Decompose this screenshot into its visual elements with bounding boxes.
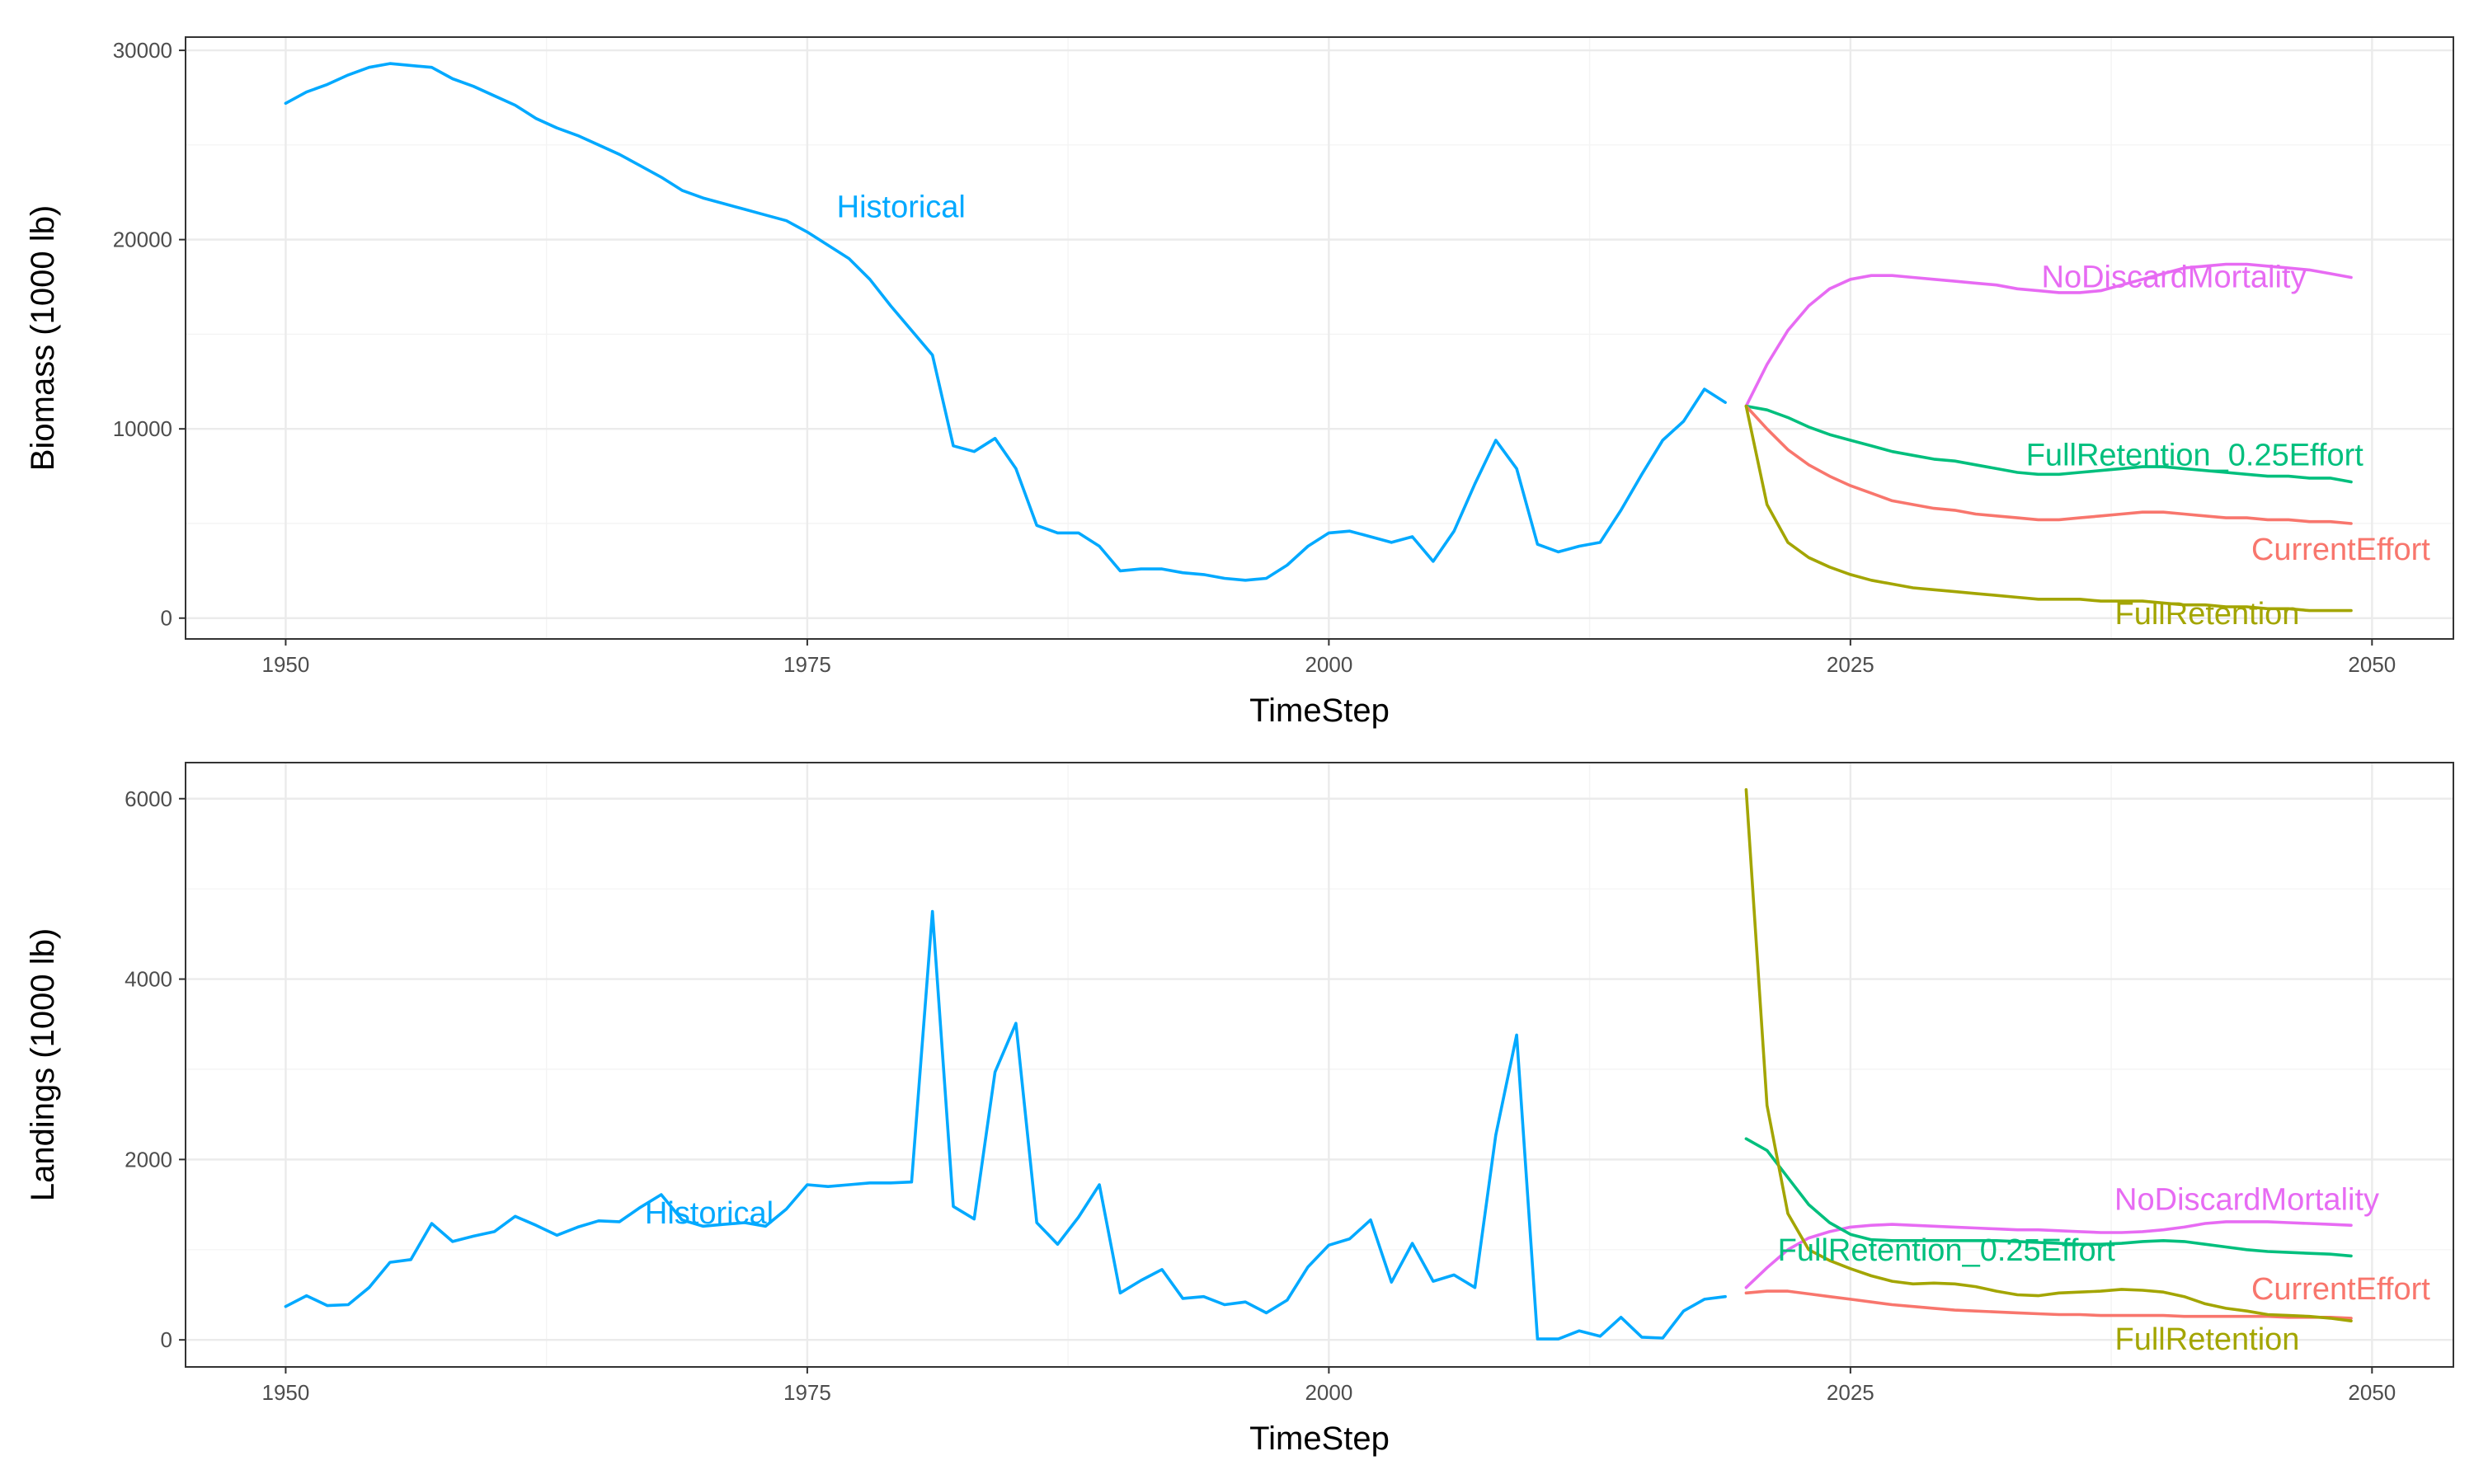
series-label-historical: Historical xyxy=(837,190,966,225)
series-line-nodiscardmortality xyxy=(1744,262,2353,408)
series-line-fullretention-0-25effort xyxy=(1744,1137,2353,1258)
series-label-fullretention-0-25effort: FullRetention_0.25Effort xyxy=(2026,438,2364,472)
series-line-fullretention-0-25effort xyxy=(1744,404,2353,484)
y-axis-title: Landings (1000 lb) xyxy=(25,928,61,1201)
plot-background xyxy=(186,37,2453,639)
y-tick-label: 0 xyxy=(161,606,172,631)
y-tick-label: 10000 xyxy=(113,416,172,441)
y-tick-label: 2000 xyxy=(125,1147,172,1172)
series-label-historical: Historical xyxy=(645,1196,774,1231)
panel-border xyxy=(185,762,2454,1368)
series-line-historical xyxy=(284,62,1727,582)
series-label-fullretention: FullRetention xyxy=(2115,597,2300,632)
series-line-currenteffort xyxy=(1744,404,2353,525)
x-tick-label: 2050 xyxy=(2348,1380,2396,1405)
x-tick-label: 1975 xyxy=(783,652,831,677)
series-line-fullretention xyxy=(1744,788,2353,1322)
x-tick-label: 1950 xyxy=(262,1380,310,1405)
series-label-nodiscardmortality: NoDiscardMortality xyxy=(2042,261,2307,295)
x-tick-label: 2025 xyxy=(1827,652,1874,677)
series-label-nodiscardmortality: NoDiscardMortality xyxy=(2114,1183,2379,1218)
x-tick-label: 2000 xyxy=(1305,652,1352,677)
landings-panel: Historical NoDiscardMortality FullRetentio… xyxy=(25,762,2454,1457)
x-axis-title: TimeStep xyxy=(1249,693,1390,729)
series-label-fullretention: FullRetention xyxy=(2115,1322,2300,1357)
y-tick-label: 0 xyxy=(161,1327,172,1352)
panel-border xyxy=(185,36,2454,640)
x-tick-label: 1975 xyxy=(783,1380,831,1405)
series-label-currenteffort: CurrentEffort xyxy=(2251,533,2430,567)
y-tick-label: 30000 xyxy=(113,38,172,63)
y-tick-label: 4000 xyxy=(125,967,172,992)
series-label-fullretention-0-25effort: FullRetention_0.25Effort xyxy=(1778,1233,2116,1268)
series-label-currenteffort: CurrentEffort xyxy=(2251,1272,2430,1307)
series-line-nodiscardmortality xyxy=(1744,1220,2353,1289)
y-axis-title: Biomass (1000 lb) xyxy=(25,205,61,471)
x-axis-title: TimeStep xyxy=(1249,1421,1390,1457)
x-tick-label: 1950 xyxy=(262,652,310,677)
biomass-panel: Historical NoDiscardMortality FullRetentio… xyxy=(25,36,2454,729)
series-line-historical xyxy=(284,909,1727,1341)
series-line-fullretention xyxy=(1744,404,2353,613)
y-tick-label: 6000 xyxy=(125,787,172,811)
x-tick-label: 2025 xyxy=(1827,1380,1874,1405)
series-line-currenteffort xyxy=(1744,1289,2353,1320)
x-tick-label: 2050 xyxy=(2348,652,2396,677)
x-tick-label: 2000 xyxy=(1305,1380,1352,1405)
y-tick-label: 20000 xyxy=(113,228,172,252)
plot-background xyxy=(186,763,2453,1367)
